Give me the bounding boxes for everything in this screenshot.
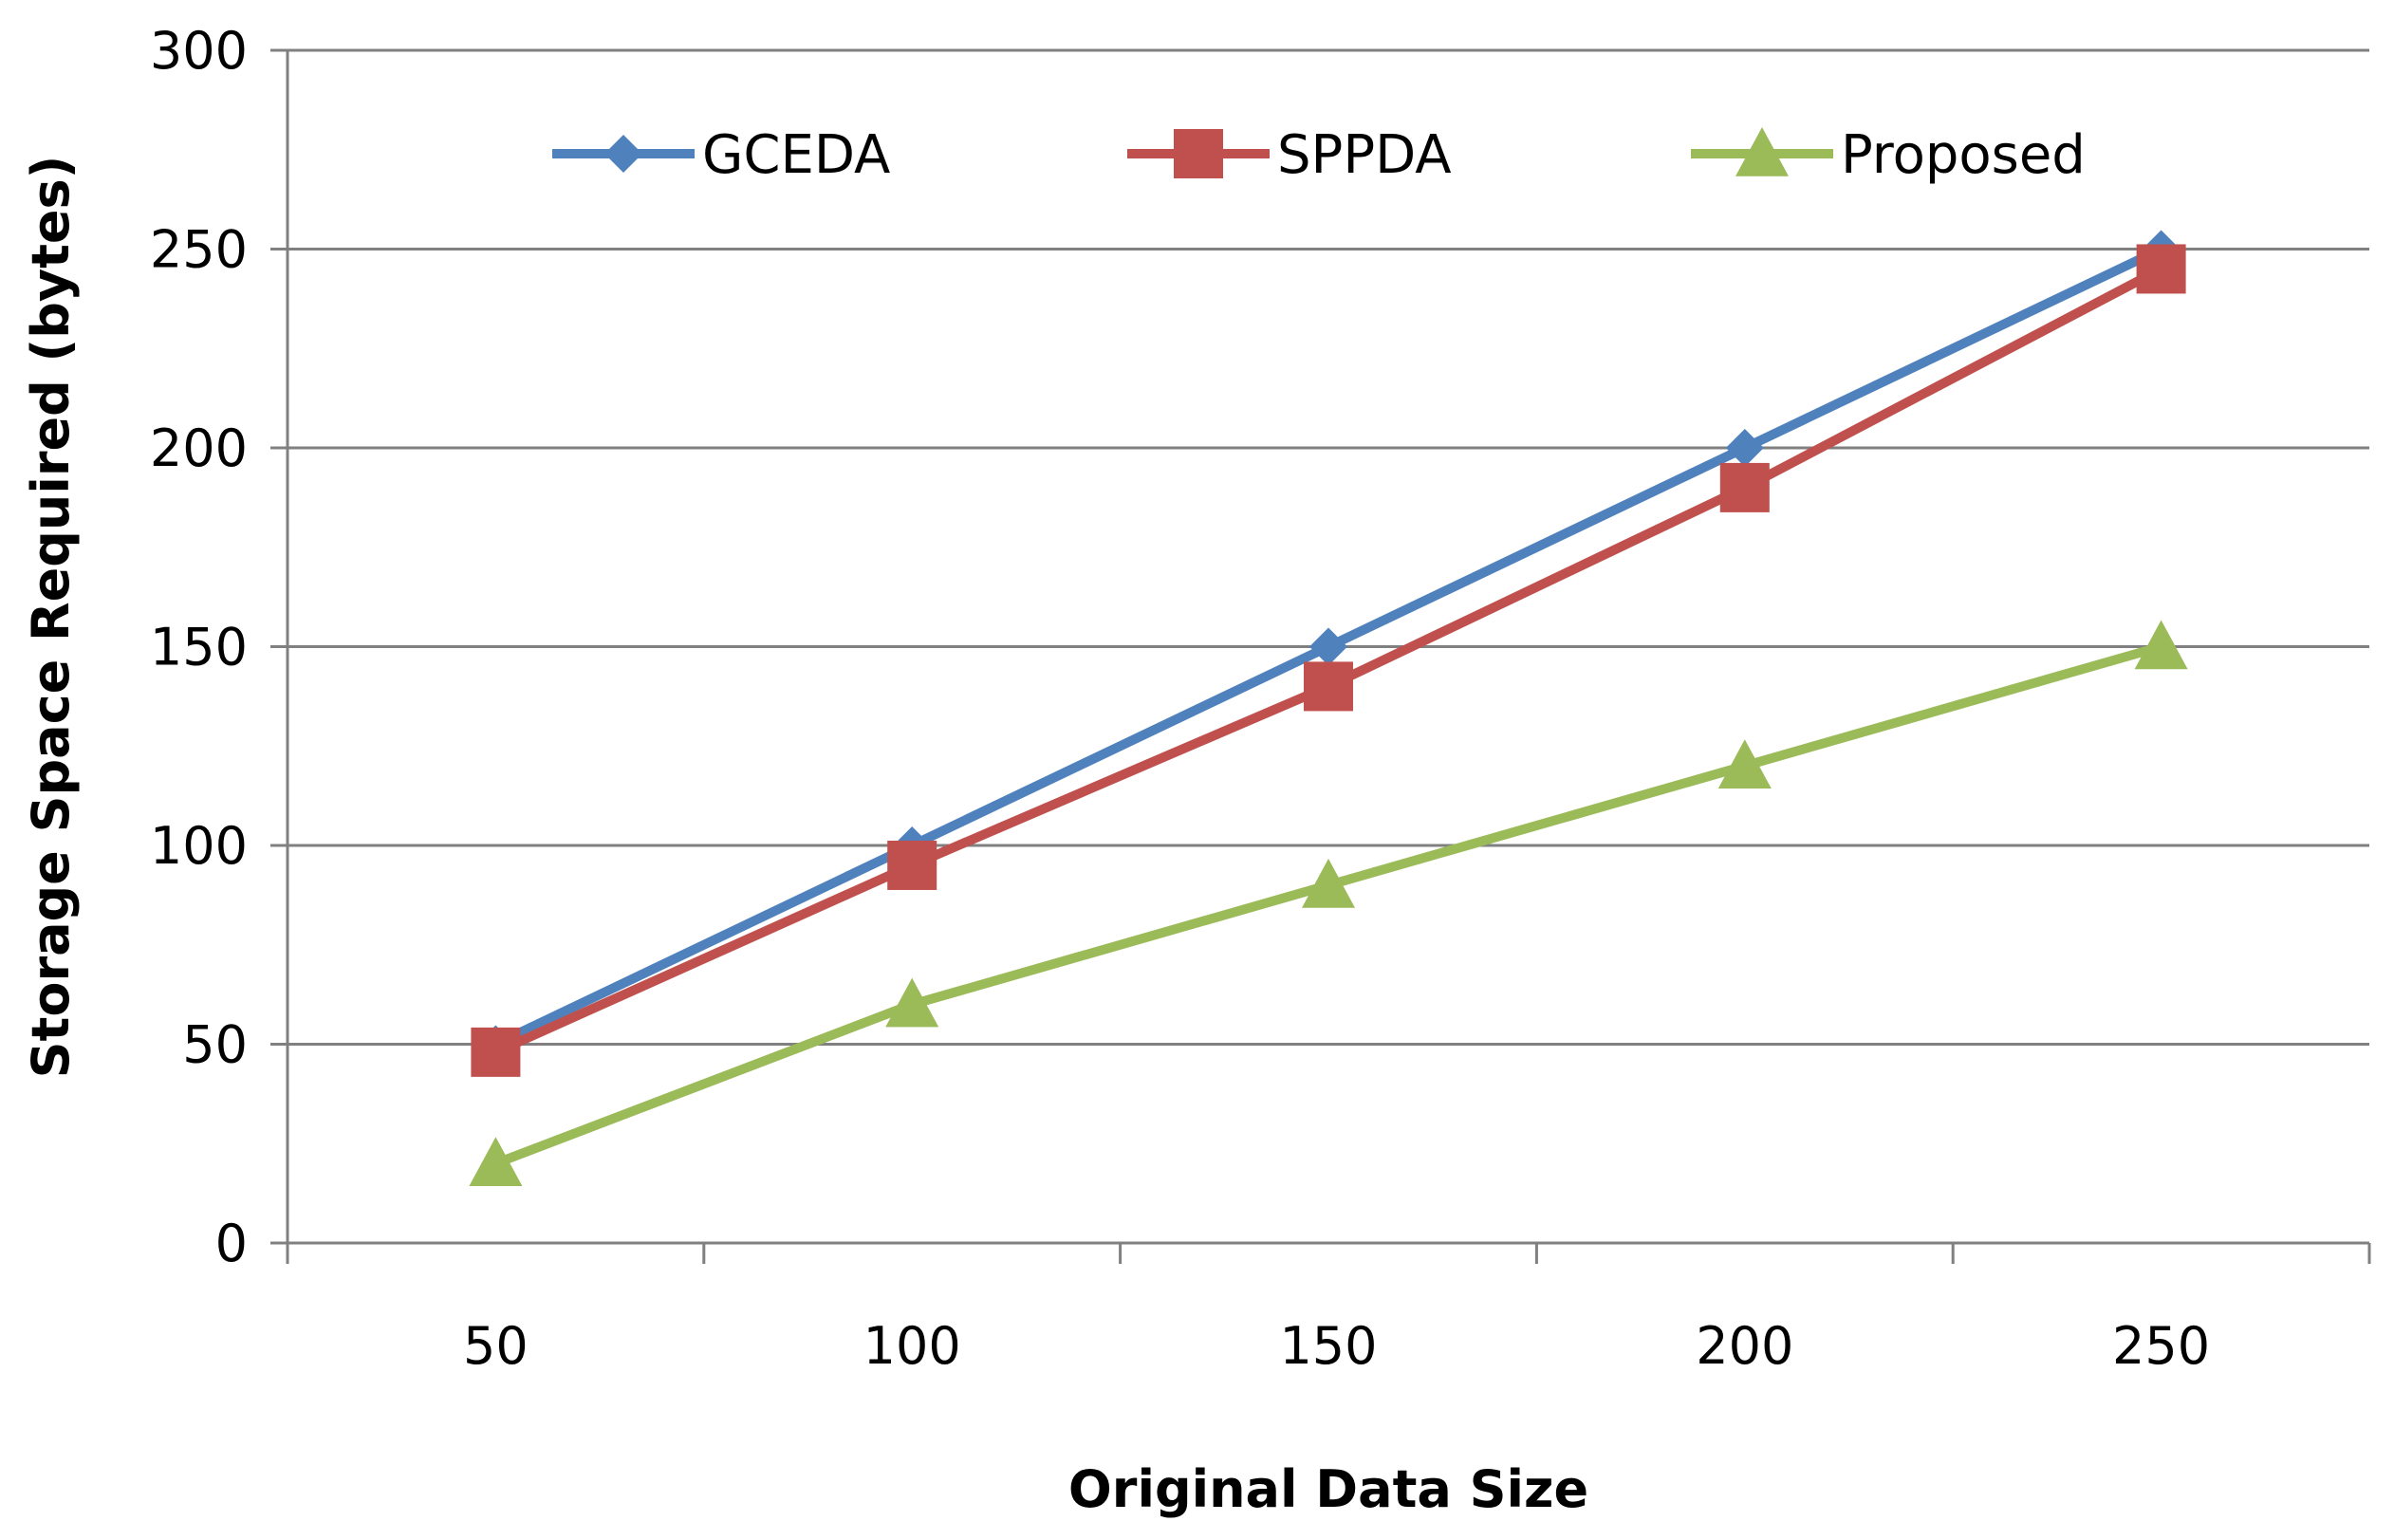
data-point-sppda [471,1027,521,1077]
y-tick-label: 200 [150,418,248,478]
y-axis-ticks: 0 50 100 150 200 250 300 [150,21,248,1273]
legend-item-sppda: SPPDA [1127,124,1452,186]
series-proposed [469,620,2188,1186]
data-point-proposed [469,1137,523,1186]
data-point-proposed [2134,620,2188,670]
series-layer [469,230,2188,1186]
data-point-proposed [885,977,939,1028]
y-axis-title: Storage Space Required (bytes) [21,156,81,1079]
legend-marker [1735,127,1789,176]
x-tick-label: 200 [1696,1316,1793,1376]
y-tick-label: 0 [215,1214,248,1273]
y-tick-label: 250 [150,220,248,280]
data-point-sppda [2136,244,2186,294]
x-axis-title: Original Data Size [1068,1459,1588,1519]
y-tick-label: 50 [182,1015,248,1075]
data-point-proposed [1302,858,1355,908]
x-axis-ticks: 50 100 150 200 250 [463,1316,2210,1376]
legend-label: Proposed [1841,124,2086,186]
y-tick-label: 100 [150,816,248,876]
data-point-sppda [1719,462,1770,512]
legend-marker [604,135,642,173]
legend-marker [1174,129,1223,178]
data-point-proposed [1717,739,1772,789]
legend-item-proposed: Proposed [1691,124,2086,186]
y-tick-label: 150 [150,618,248,677]
axes [270,48,2371,1264]
legend-label: SPPDA [1277,124,1452,186]
legend-label: GCEDA [702,124,890,186]
x-tick-label: 100 [863,1316,961,1376]
legend: GCEDA SPPDA Proposed [552,124,2086,186]
y-tick-label: 300 [150,21,248,81]
data-point-gceda [1309,627,1347,666]
data-point-sppda [887,840,937,890]
data-point-gceda [1725,429,1764,467]
x-tick-label: 150 [1279,1316,1377,1376]
legend-item-gceda: GCEDA [552,124,890,186]
series-sppda [471,244,2186,1077]
x-tick-label: 250 [2112,1316,2210,1376]
data-point-sppda [1304,661,1353,712]
x-tick-label: 50 [463,1316,529,1376]
